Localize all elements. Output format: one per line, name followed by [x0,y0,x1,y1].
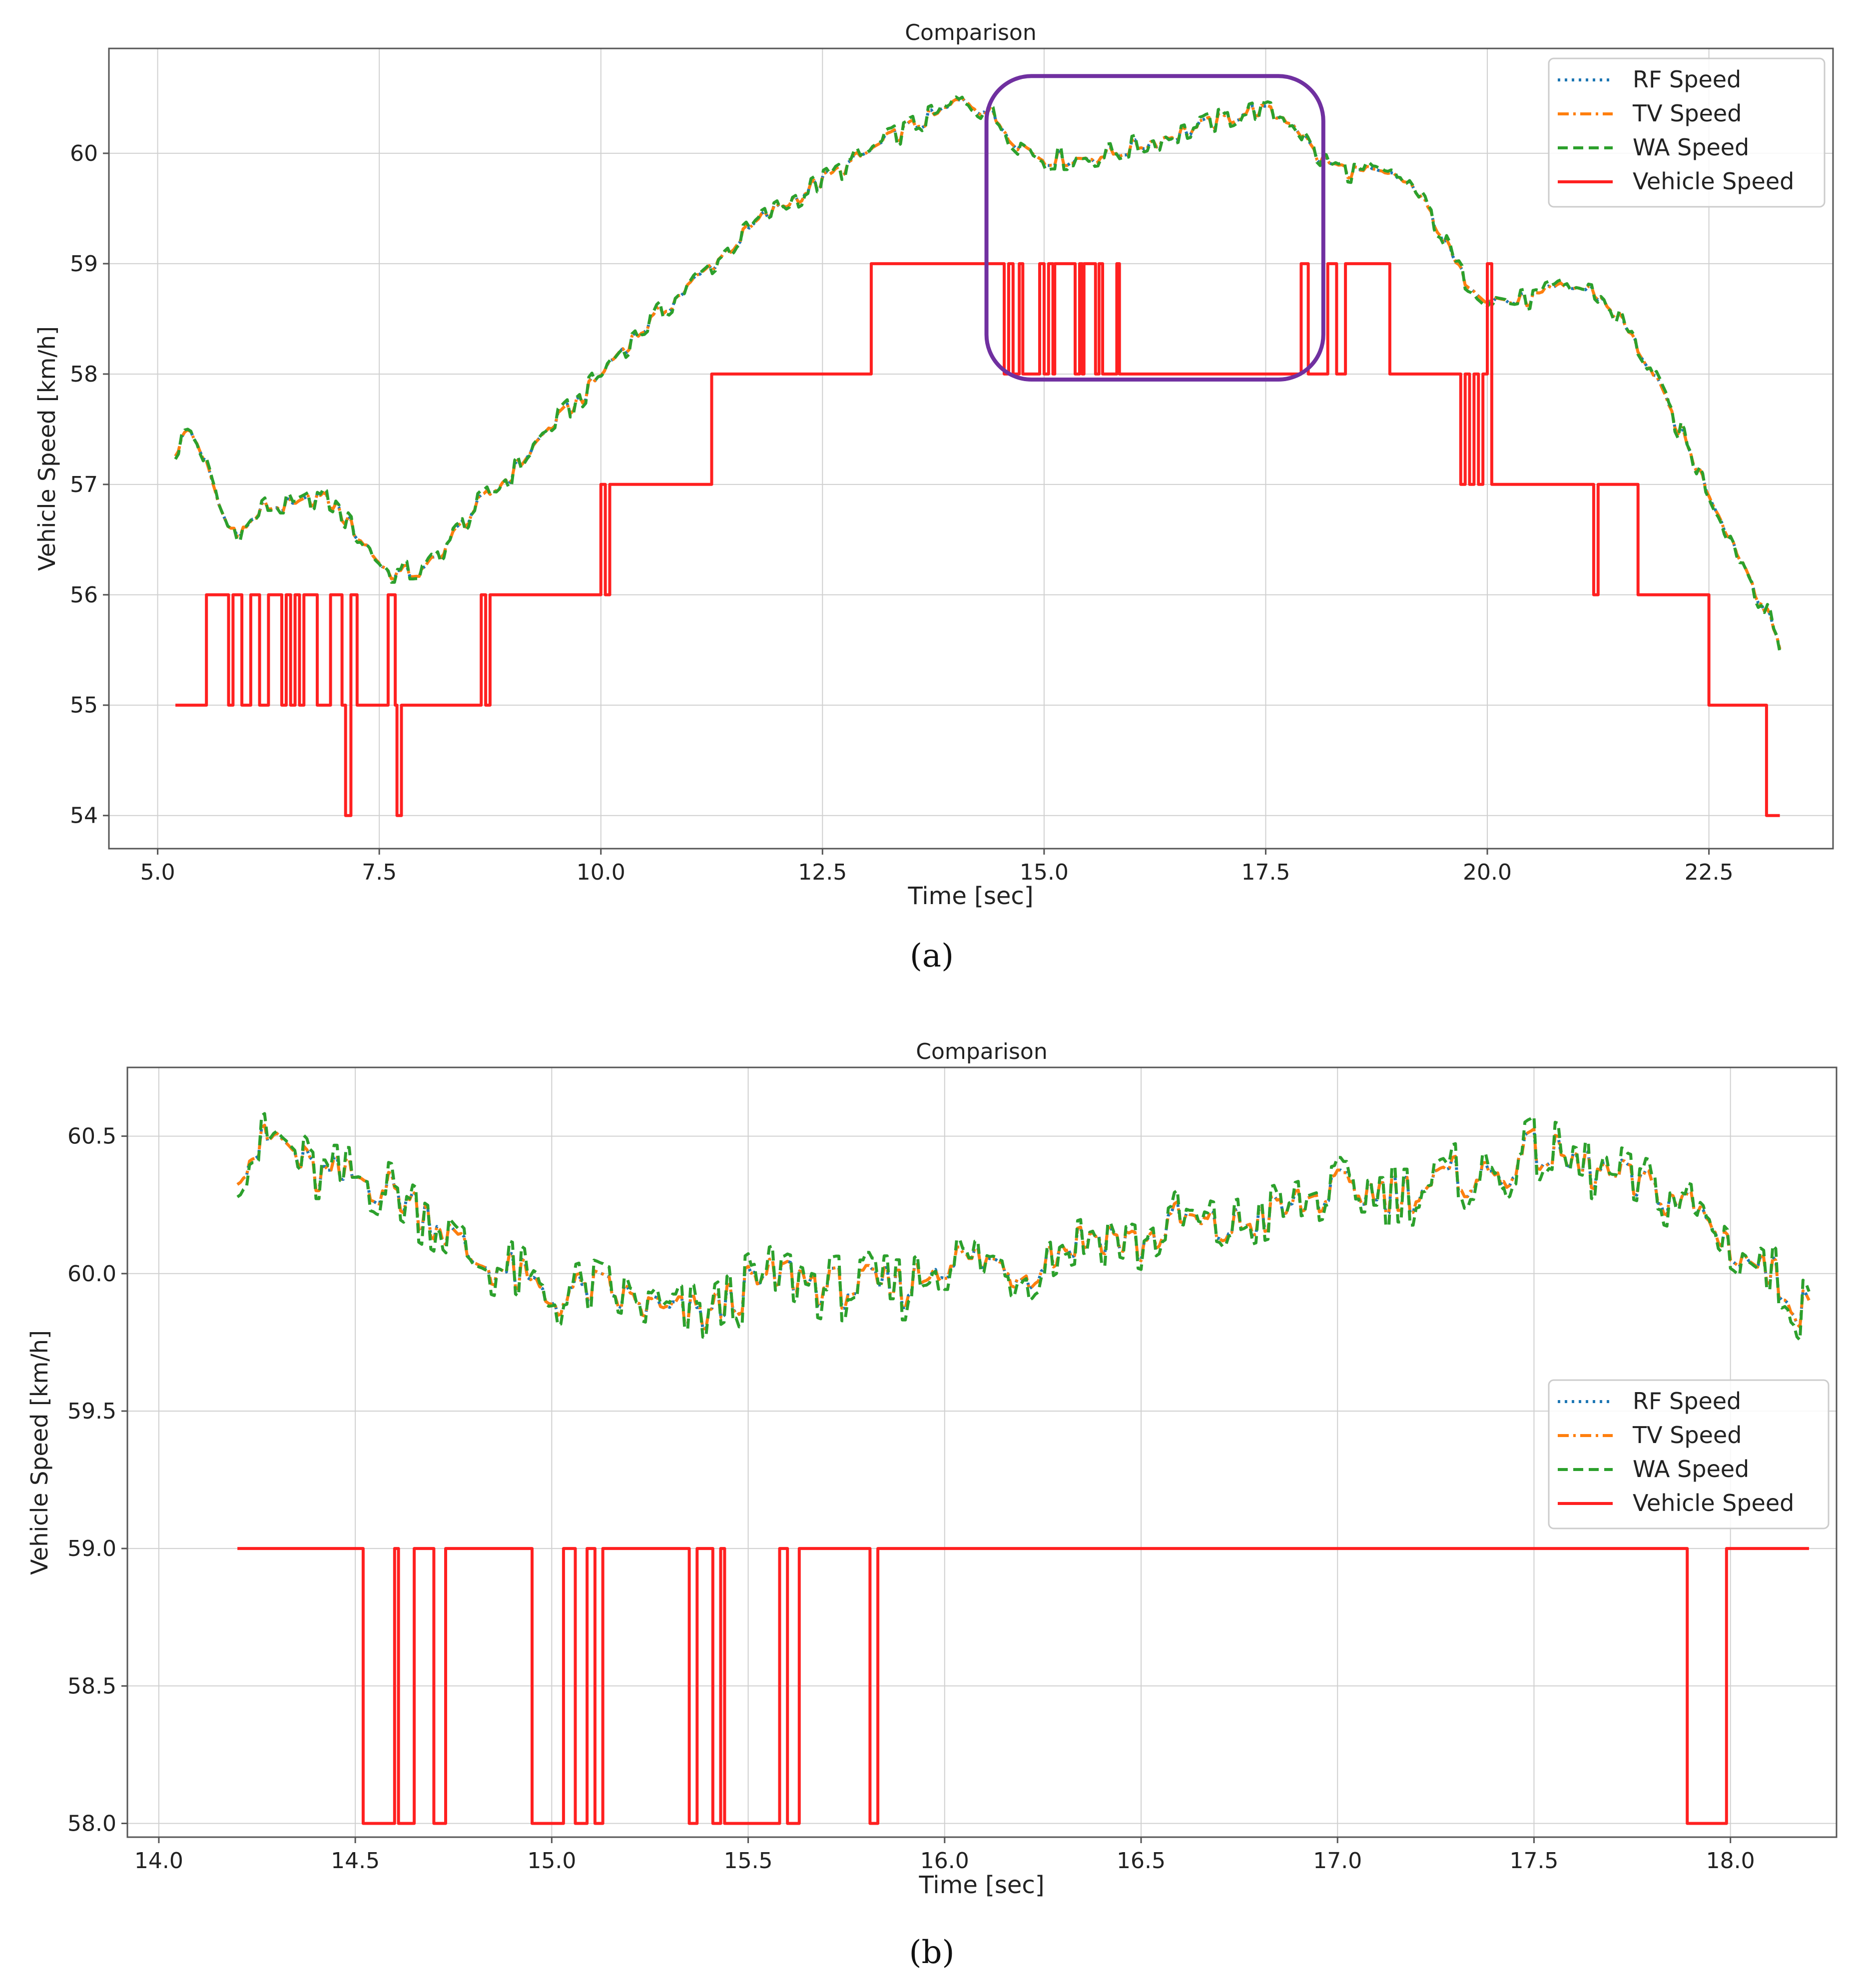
y-tick-label: 54 [70,803,98,829]
y-axis-label-a: Vehicle Speed [km/h] [33,326,60,571]
series-vehicle-speed [237,1547,1809,1825]
x-tick-label: 5.0 [140,860,175,885]
subfigure-label-a: (a) [910,938,954,975]
series-wa-speed [236,1112,1811,1342]
x-tick-label: 17.0 [1313,1848,1362,1874]
y-tick-label: 60.0 [67,1261,116,1287]
series-vehicle-speed [175,262,1780,817]
chart-title-a: Comparison [905,20,1036,45]
legend-label: RF Speed [1633,66,1741,93]
annotations-a [984,74,1325,382]
y-tick-label: 58 [70,362,98,387]
y-tick-label: 60.5 [67,1124,116,1149]
y-tick-label: 59 [70,251,98,277]
x-tick-label: 17.5 [1241,860,1290,885]
legend-label: Vehicle Speed [1633,168,1794,195]
y-tick-label: 59.5 [67,1399,116,1424]
x-tick-label: 15.0 [527,1848,576,1874]
x-tick-label: 14.0 [134,1848,183,1874]
series-wa-speed [174,95,1782,652]
x-tick-label: 15.0 [1020,860,1069,885]
x-tick-label: 18.0 [1706,1848,1755,1874]
panel-a: 5.0 7.5 10.0 12.5 15.0 17.5 20.0 22.5 54 55 56 57 58… [33,20,1834,910]
ticks-b: 14.0 14.5 15.0 15.5 16.0 16.5 17.0 17.5 18.0 58.0… [67,1124,1755,1874]
x-tick-label: 17.5 [1509,1848,1558,1874]
panel-b: 14.0 14.5 15.0 15.5 16.0 16.5 17.0 17.5 18.0 58.0… [26,1039,1838,1899]
zoom-region-box [984,74,1325,382]
x-tick-label: 7.5 [362,860,397,885]
series-a [174,95,1782,817]
y-tick-label: 59.0 [67,1536,116,1561]
subfigure-label-b: (b) [909,1934,955,1971]
x-tick-label: 16.5 [1117,1848,1166,1874]
legend-frame-b [1548,1379,1830,1529]
legend-label: Vehicle Speed [1633,1490,1794,1516]
series-b [236,1112,1811,1825]
x-tick-label: 12.5 [798,860,847,885]
y-tick-label: 58.5 [67,1673,116,1699]
axes-frame-a [108,47,1834,850]
y-tick-label: 55 [70,693,98,718]
legend-label: TV Speed [1632,100,1742,127]
legend-a: RF Speed TV Speed WA Speed Vehicle Speed [1548,57,1826,208]
legend-label: WA Speed [1633,1456,1749,1483]
x-tick-label: 20.0 [1463,860,1512,885]
axes-frame-b [126,1066,1838,1838]
series-tv-speed [174,96,1782,650]
x-tick-label: 22.5 [1685,860,1734,885]
x-axis-label-a: Time [sec] [907,882,1033,910]
y-tick-label: 58.0 [67,1811,116,1836]
y-axis-label-b: Vehicle Speed [km/h] [26,1330,53,1575]
legend-label: TV Speed [1632,1422,1742,1449]
x-tick-label: 16.0 [920,1848,969,1874]
legend-label: WA Speed [1633,134,1749,161]
y-tick-label: 60 [70,141,98,166]
legend-label: RF Speed [1633,1388,1741,1415]
x-tick-label: 15.5 [724,1848,773,1874]
y-tick-label: 57 [70,472,98,497]
legend-frame-a [1548,57,1826,208]
x-tick-label: 10.0 [577,860,625,885]
y-tick-label: 56 [70,582,98,608]
chart-title-b: Comparison [916,1039,1047,1064]
legend-b: RF Speed TV Speed WA Speed Vehicle Speed [1548,1379,1830,1529]
x-tick-label: 14.5 [331,1848,380,1874]
ticks-a: 5.0 7.5 10.0 12.5 15.0 17.5 20.0 22.5 54 55 56 57 58… [70,141,1734,885]
x-axis-label-b: Time [sec] [918,1871,1044,1899]
